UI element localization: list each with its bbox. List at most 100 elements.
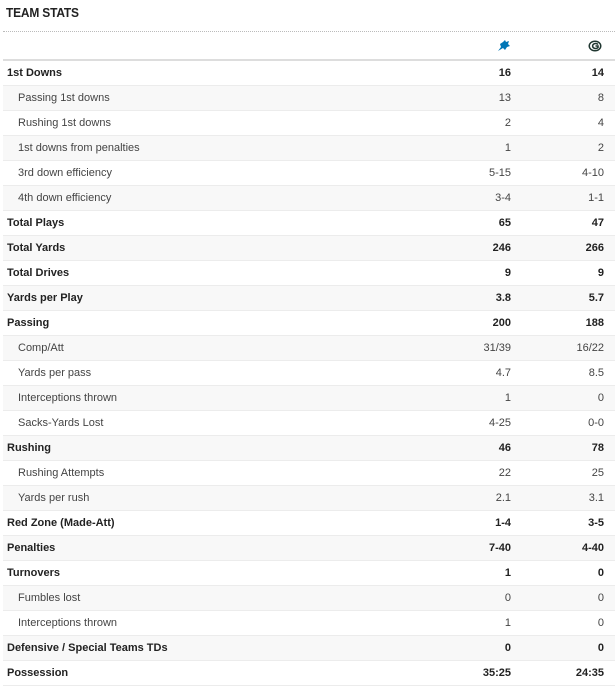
- table-row: Fumbles lost 0 0: [3, 586, 615, 611]
- table-row: 3rd down efficiency 5-15 4-10: [3, 161, 615, 186]
- table-row: Comp/Att 31/39 16/22: [3, 336, 615, 361]
- packers-value: 0: [597, 642, 604, 654]
- packers-value: 4-40: [581, 542, 604, 554]
- stat-label: 4th down efficiency: [18, 192, 112, 204]
- table-row: Yards per rush 2.1 3.1: [3, 486, 615, 511]
- stat-label: Defensive / Special Teams TDs: [7, 642, 168, 654]
- lions-value: 65: [498, 217, 511, 229]
- stat-label: Rushing: [7, 442, 51, 454]
- packers-value: 9: [597, 267, 604, 279]
- stat-label: 3rd down efficiency: [18, 167, 112, 179]
- stat-label: Rushing Attempts: [18, 467, 105, 479]
- team-header: [3, 35, 615, 61]
- packers-value: 4: [597, 117, 604, 129]
- table-row: Interceptions thrown 1 0: [3, 386, 615, 411]
- table-row: Penalties 7-40 4-40: [3, 536, 615, 561]
- packers-value: 0: [597, 592, 604, 604]
- stat-label: Total Plays: [7, 217, 65, 229]
- lions-value: 46: [498, 442, 511, 454]
- table-row: Defensive / Special Teams TDs 0 0: [3, 636, 615, 661]
- stat-label: Comp/Att: [18, 342, 64, 354]
- stat-label: Red Zone (Made-Att): [7, 517, 115, 529]
- stat-label: Interceptions thrown: [18, 617, 118, 629]
- stat-label: Yards per Play: [7, 292, 83, 304]
- lions-value: 2: [504, 117, 511, 129]
- lions-value: 35:25: [482, 667, 511, 679]
- packers-value: 188: [585, 317, 604, 329]
- stat-label: Passing: [7, 317, 50, 329]
- stat-label: Sacks-Yards Lost: [18, 417, 104, 429]
- table-row: Interceptions thrown 1 0: [3, 611, 615, 636]
- stat-label: Penalties: [7, 542, 56, 554]
- packers-value: 266: [585, 242, 604, 254]
- stat-label: Passing 1st downs: [18, 92, 110, 104]
- table-row: Rushing 46 78: [3, 436, 615, 461]
- packers-value: 3.1: [588, 492, 604, 504]
- lions-value: 4-25: [488, 417, 511, 429]
- lions-logo-icon: [498, 40, 510, 51]
- packers-value: 4-10: [581, 167, 604, 179]
- packers-value: 25: [591, 467, 604, 479]
- packers-value: 78: [591, 442, 604, 454]
- table-row: Turnovers 1 0: [3, 561, 615, 586]
- packers-value: 24:35: [575, 667, 604, 679]
- packers-value: 0-0: [588, 417, 604, 429]
- stat-label: Yards per pass: [18, 367, 92, 379]
- lions-value: 4.7: [495, 367, 511, 379]
- lions-value: 7-40: [488, 542, 511, 554]
- packers-value: 2: [597, 142, 604, 154]
- packers-value: 8.5: [588, 367, 604, 379]
- lions-value: 5-15: [488, 167, 511, 179]
- section-title: TEAM STATS: [6, 5, 79, 20]
- packers-value: 0: [597, 567, 604, 579]
- packers-value: 3-5: [588, 517, 604, 529]
- lions-value: 2.1: [495, 492, 511, 504]
- stat-label: Total Yards: [7, 242, 66, 254]
- stat-label: Fumbles lost: [18, 592, 81, 604]
- table-row: Red Zone (Made-Att) 1-4 3-5: [3, 511, 615, 536]
- table-row: Total Plays 65 47: [3, 211, 615, 236]
- lions-value: 246: [492, 242, 511, 254]
- stat-label: Interceptions thrown: [18, 392, 118, 404]
- table-row: Passing 200 188: [3, 311, 615, 336]
- lions-value: 0: [504, 592, 511, 604]
- lions-value: 0: [504, 642, 511, 654]
- table-row: 1st downs from penalties 1 2: [3, 136, 615, 161]
- table-row: Rushing Attempts 22 25: [3, 461, 615, 486]
- stats-table: 1st Downs 16 14 Passing 1st downs 13 8 Rushing…: [3, 61, 615, 686]
- lions-value: 1: [504, 567, 511, 579]
- packers-value: 16/22: [576, 342, 604, 354]
- table-row: Possession 35:25 24:35: [3, 661, 615, 686]
- packers-value: 1-1: [588, 192, 604, 204]
- packers-value: 5.7: [588, 292, 604, 304]
- stat-label: 1st downs from penalties: [18, 142, 140, 154]
- table-row: Yards per pass 4.7 8.5: [3, 361, 615, 386]
- packers-value: 0: [597, 617, 604, 629]
- packers-value: 14: [591, 67, 604, 79]
- lions-value: 1: [504, 392, 511, 404]
- table-row: Total Drives 9 9: [3, 261, 615, 286]
- table-row: Sacks-Yards Lost 4-25 0-0: [3, 411, 615, 436]
- lions-value: 31/39: [483, 342, 511, 354]
- lions-value: 3.8: [495, 292, 511, 304]
- packers-value: 8: [597, 92, 604, 104]
- lions-value: 3-4: [495, 192, 511, 204]
- lions-value: 9: [504, 267, 511, 279]
- stat-label: Possession: [7, 667, 69, 679]
- stat-label: Total Drives: [7, 267, 70, 279]
- divider: [3, 31, 615, 32]
- lions-value: 1: [504, 617, 511, 629]
- lions-value: 200: [492, 317, 511, 329]
- stat-label: Rushing 1st downs: [18, 117, 111, 129]
- table-row: 4th down efficiency 3-4 1-1: [3, 186, 615, 211]
- stat-label: Turnovers: [7, 567, 60, 579]
- table-row: Total Yards 246 266: [3, 236, 615, 261]
- table-row: Passing 1st downs 13 8: [3, 86, 615, 111]
- table-row: Yards per Play 3.8 5.7: [3, 286, 615, 311]
- lions-value: 1-4: [495, 517, 511, 529]
- lions-value: 22: [498, 467, 511, 479]
- table-row: Rushing 1st downs 2 4: [3, 111, 615, 136]
- lions-value: 1: [504, 142, 511, 154]
- stat-label: Yards per rush: [18, 492, 90, 504]
- lions-value: 16: [498, 67, 511, 79]
